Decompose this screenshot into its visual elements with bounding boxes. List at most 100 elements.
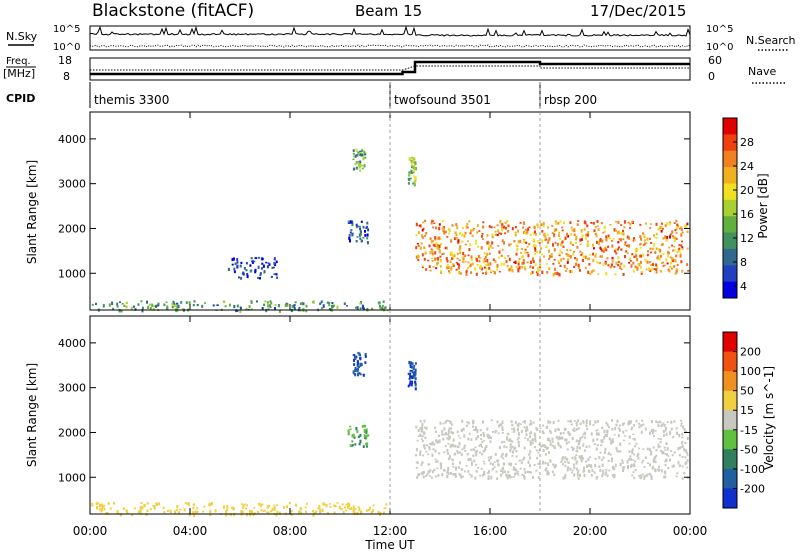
echo-cell	[501, 420, 504, 424]
echo-cell	[377, 301, 380, 305]
echo-cell	[414, 179, 417, 182]
echo-cell	[503, 445, 506, 448]
echo-cell	[674, 229, 677, 232]
echo-cell	[459, 251, 462, 255]
echo-cell	[669, 256, 672, 259]
echo-cell	[450, 458, 453, 461]
echo-cell	[573, 233, 576, 236]
echo-cell	[596, 476, 599, 478]
echo-cell	[611, 427, 614, 431]
echo-cell	[415, 255, 418, 259]
echo-cell	[617, 261, 620, 263]
echo-cell	[435, 241, 438, 245]
echo-cell	[497, 245, 500, 247]
cpid-segment-label: twofsound 3501	[394, 93, 491, 107]
echo-cell	[595, 234, 598, 238]
echo-cell	[147, 305, 150, 309]
echo-cell	[490, 475, 493, 480]
echo-cell	[500, 455, 503, 458]
nsky-trace	[89, 25, 691, 48]
echo-cell	[614, 273, 617, 276]
echo-cell	[355, 426, 358, 431]
echo-cell	[584, 237, 587, 240]
echo-cell	[482, 238, 484, 240]
echo-cell	[651, 465, 654, 469]
echo-cell	[414, 368, 417, 372]
echo-cell	[680, 260, 683, 264]
echo-cell	[423, 419, 426, 423]
y-tick-label: 3000	[58, 178, 86, 191]
echo-cell	[568, 441, 571, 444]
echo-cell	[487, 475, 490, 478]
echo-cell	[566, 260, 569, 264]
echo-cell	[686, 263, 689, 266]
echo-cell	[506, 476, 509, 480]
echo-cell	[421, 435, 424, 438]
echo-cell	[684, 441, 687, 445]
echo-cell	[383, 511, 385, 514]
echo-cell	[236, 309, 239, 312]
echo-cell	[447, 457, 450, 460]
echo-cell	[251, 260, 254, 262]
echo-cell	[467, 254, 470, 257]
echo-cell	[619, 462, 622, 467]
echo-cell	[271, 508, 274, 512]
echo-cell	[359, 307, 362, 310]
echo-cell	[426, 473, 429, 476]
echo-cell	[669, 430, 672, 433]
echo-cell	[566, 267, 569, 270]
echo-cell	[370, 510, 373, 514]
echo-cell	[264, 300, 267, 303]
echo-cell	[455, 223, 458, 226]
echo-cell	[428, 265, 431, 268]
echo-cell	[618, 428, 621, 432]
echo-cell	[233, 267, 236, 271]
echo-cell	[622, 439, 625, 442]
echo-cell	[439, 255, 442, 258]
echo-cell	[590, 270, 593, 274]
echo-cell	[681, 477, 684, 480]
echo-cell	[567, 258, 570, 262]
echo-cell	[239, 264, 242, 268]
echo-cell	[423, 444, 426, 448]
echo-cell	[680, 244, 683, 247]
echo-cell	[268, 504, 271, 508]
echo-cell	[495, 470, 498, 473]
echo-cell	[534, 244, 537, 248]
echo-cell	[269, 306, 272, 308]
echo-cell	[634, 265, 637, 269]
echo-cell	[642, 232, 645, 235]
echo-cell	[433, 222, 436, 225]
echo-cell	[571, 429, 574, 431]
echo-cell	[472, 425, 474, 428]
echo-cell	[422, 265, 425, 267]
echo-cell	[253, 260, 256, 263]
colorbar-segment	[723, 248, 737, 266]
echo-cell	[273, 507, 276, 510]
x-tick-label: 08:00	[273, 524, 308, 538]
echo-cell	[202, 510, 205, 513]
echo-cell	[137, 510, 140, 514]
echo-cell	[546, 271, 549, 274]
echo-cell	[263, 303, 266, 306]
echo-cell	[441, 433, 444, 436]
echo-cell	[204, 302, 206, 304]
echo-cell	[573, 420, 576, 422]
echo-cell	[455, 467, 457, 471]
echo-cell	[543, 444, 546, 447]
echo-cell	[639, 254, 641, 258]
echo-cell	[615, 446, 618, 451]
echo-cell	[358, 507, 361, 512]
echo-cell	[511, 455, 514, 457]
echo-cell	[466, 421, 469, 423]
echo-cell	[522, 261, 525, 265]
echo-cell	[587, 231, 590, 234]
echo-cell	[611, 474, 614, 477]
echo-cell	[122, 507, 125, 510]
echo-cell	[602, 456, 605, 460]
echo-cell	[488, 470, 490, 474]
echo-cell	[628, 236, 630, 240]
echo-cell	[640, 424, 643, 427]
echo-cell	[638, 422, 641, 425]
echo-cell	[675, 232, 678, 234]
